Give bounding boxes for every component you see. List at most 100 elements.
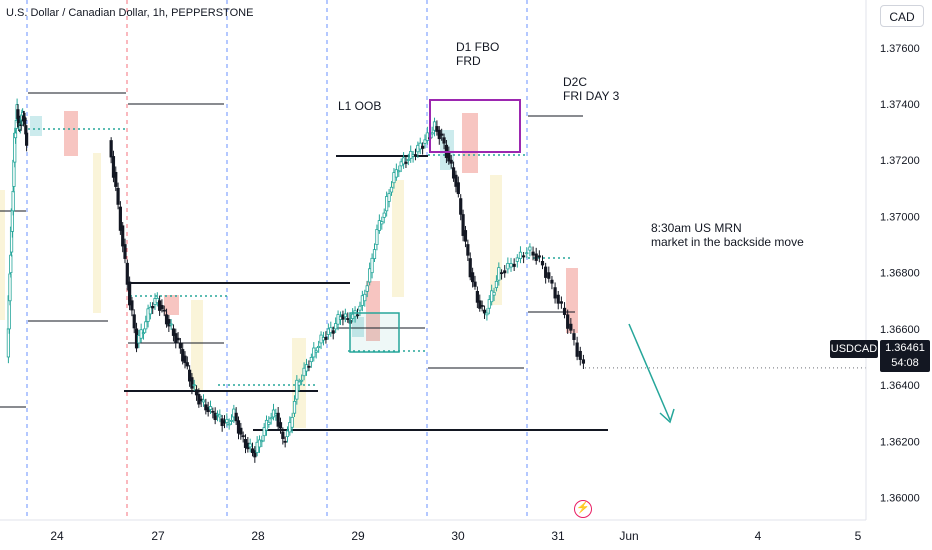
price-tick-label: 1.37000	[880, 211, 920, 223]
price-tick-label: 1.37400	[880, 99, 920, 111]
candle-up	[375, 229, 379, 245]
candle-up	[290, 416, 294, 428]
highlight-zone	[93, 153, 101, 313]
lightning-icon[interactable]: ⚡	[574, 500, 592, 518]
candle-down	[456, 182, 460, 195]
candle-down	[239, 427, 243, 435]
candle-down	[111, 156, 116, 178]
candle-down	[116, 187, 120, 205]
candle-down	[451, 167, 456, 179]
highlight-zone	[392, 180, 404, 297]
candle-down	[281, 431, 285, 439]
candle-down	[550, 279, 554, 284]
candle-down	[463, 230, 468, 242]
annotation-d2c: D2C	[563, 75, 588, 89]
candle-up	[528, 246, 532, 251]
candle-up	[343, 313, 347, 318]
candle-down	[537, 255, 541, 258]
candle-up	[363, 293, 367, 302]
candle-down	[123, 244, 127, 259]
time-tick-label: Jun	[619, 529, 638, 543]
candle-up	[137, 335, 141, 344]
candle-down	[331, 330, 335, 334]
candle-up	[387, 193, 391, 202]
candle-down	[151, 305, 155, 309]
candle-up	[218, 414, 222, 418]
currency-button[interactable]: CAD	[880, 5, 924, 27]
candle-up	[317, 345, 321, 349]
symbol-title: U.S. Dollar / Canadian Dollar, 1h, PEPPE…	[6, 7, 254, 19]
candle-up	[144, 321, 148, 330]
candle-down	[114, 171, 118, 187]
candle-down	[503, 270, 507, 274]
candle-up	[389, 186, 394, 193]
candle-down	[559, 301, 563, 304]
candle-down	[132, 314, 136, 329]
candle-up	[141, 332, 146, 335]
annotation-fri-day-3: FRI DAY 3	[563, 89, 620, 103]
candle-up	[260, 440, 264, 443]
candle-down	[128, 281, 132, 306]
candle-down	[188, 369, 192, 382]
candle-down	[553, 287, 557, 299]
candle-up	[392, 172, 396, 184]
candle-up	[406, 159, 410, 161]
candle-down	[178, 342, 182, 349]
last-price-value: 1.36461	[885, 342, 925, 354]
candle-up	[506, 262, 510, 270]
candle-up	[492, 291, 496, 296]
candle-up	[297, 381, 301, 386]
candle-up	[430, 132, 434, 135]
candle-up	[11, 190, 15, 212]
candle-up	[487, 299, 491, 309]
last-price-symbol-tag: USDCAD	[830, 340, 878, 358]
annotation-mrn: 8:30am US MRN	[651, 221, 742, 235]
highlight-zone	[462, 113, 478, 173]
candle-down	[121, 225, 125, 247]
candle-down	[236, 420, 241, 434]
candle-down	[531, 251, 535, 256]
candle-down	[176, 337, 180, 341]
candle-up	[208, 406, 213, 410]
candle-down	[118, 206, 122, 231]
candle-down	[466, 244, 470, 256]
candle-up	[292, 400, 297, 414]
candle-down	[575, 342, 579, 357]
candle-up	[169, 323, 173, 326]
candle-up	[485, 312, 489, 316]
candle-up	[497, 267, 501, 281]
time-tick-label: 30	[451, 529, 465, 543]
candle-down	[468, 258, 472, 278]
candle-down	[171, 328, 176, 336]
price-tick-label: 1.36200	[880, 436, 920, 448]
candle-up	[248, 443, 252, 448]
candle-down	[475, 290, 479, 303]
annotation-d1-fbo: D1 FBO	[456, 40, 500, 54]
candle-down	[499, 272, 504, 275]
candle-up	[377, 220, 381, 231]
teal-box	[349, 312, 400, 353]
candle-up	[314, 350, 318, 353]
candle-up	[227, 423, 231, 426]
candle-down	[556, 294, 560, 304]
candle-up	[490, 290, 494, 303]
candle-up	[329, 327, 333, 334]
candle-up	[148, 306, 152, 315]
candle-up	[432, 121, 437, 131]
last-price-tag: 1.36461 54:08	[880, 340, 930, 372]
time-tick-label: 27	[151, 529, 165, 543]
candle-up	[494, 280, 499, 289]
highlight-zone	[366, 281, 380, 341]
candle-up	[370, 257, 374, 274]
candle-down	[211, 410, 215, 413]
candle-down	[125, 262, 129, 285]
time-tick-label: 28	[251, 529, 265, 543]
candle-down	[482, 309, 487, 314]
candle-up	[380, 221, 384, 225]
candle-down	[109, 140, 113, 158]
candle-down	[442, 137, 446, 144]
candle-down	[459, 198, 463, 215]
candle-down	[194, 389, 199, 396]
highlight-zone	[0, 190, 5, 320]
